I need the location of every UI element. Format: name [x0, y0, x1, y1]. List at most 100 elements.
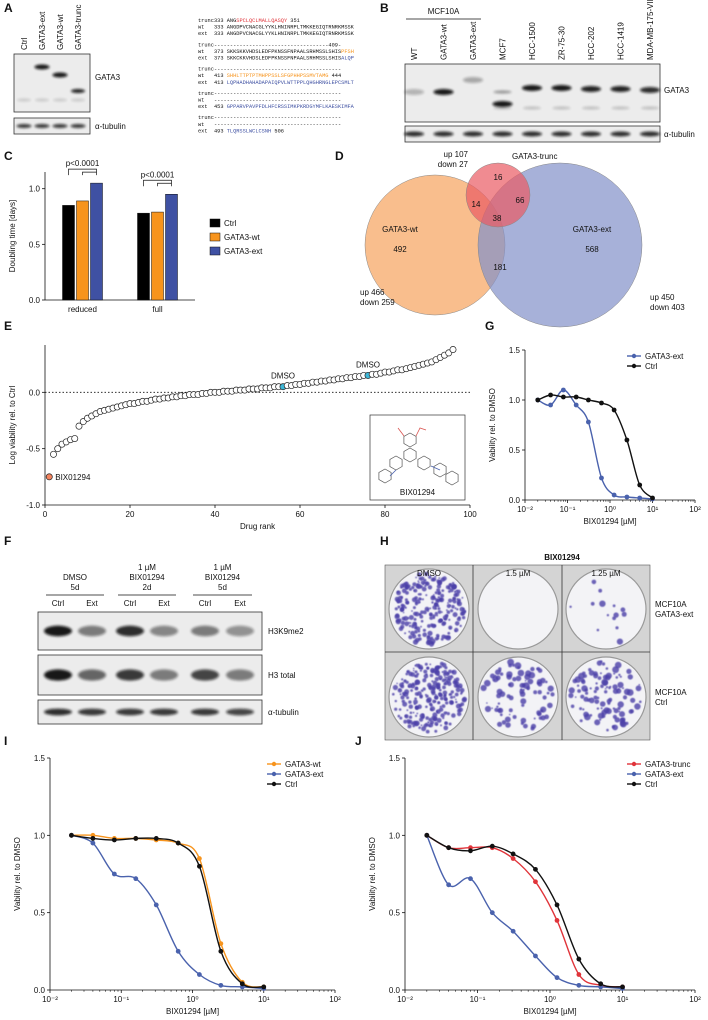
fit-curve	[537, 394, 654, 499]
colony	[454, 681, 460, 686]
colony	[447, 631, 451, 635]
colony	[455, 589, 458, 592]
colony	[412, 724, 416, 728]
blot-band	[44, 669, 72, 681]
colony	[601, 662, 606, 666]
colony	[415, 626, 417, 629]
group-label: 1 µM	[138, 563, 156, 572]
colony	[420, 580, 425, 585]
blot-band	[493, 106, 512, 110]
colony	[398, 626, 404, 631]
colony	[398, 708, 402, 711]
colony	[619, 675, 622, 678]
lane-label: GATA3-wt	[56, 14, 65, 50]
colony	[405, 587, 408, 590]
well	[565, 568, 647, 650]
y-tick-label: 1.5	[509, 346, 521, 355]
lane-label: Ext	[86, 599, 98, 608]
colony	[412, 582, 417, 587]
colony	[596, 707, 600, 710]
colony	[411, 624, 415, 629]
colony	[533, 690, 538, 695]
colony	[405, 680, 409, 684]
blot-band	[611, 106, 630, 110]
colony	[574, 696, 577, 698]
colony	[404, 632, 407, 635]
legend-swatch	[209, 218, 221, 228]
colony	[412, 711, 415, 714]
colony	[408, 624, 412, 628]
row-label: MCF10A	[655, 688, 687, 697]
data-point	[90, 840, 96, 846]
legend-label: GATA3-trunc	[645, 760, 691, 769]
colony	[626, 689, 634, 696]
colony	[404, 714, 409, 719]
colony	[414, 720, 420, 726]
row-label: GATA3-ext	[655, 610, 694, 619]
colony	[401, 678, 404, 681]
colony	[609, 685, 612, 688]
sequence-segment: 413	[214, 73, 227, 79]
colony	[526, 686, 531, 690]
colony	[454, 692, 459, 697]
colony	[413, 617, 417, 621]
blot-band	[78, 708, 106, 716]
legend-marker	[271, 781, 277, 787]
colony	[504, 716, 511, 723]
drug-label: BIX01294	[544, 553, 580, 562]
lane-label: Ctrl	[52, 599, 65, 608]
data-point	[175, 840, 181, 846]
colony	[431, 691, 436, 696]
data-point	[153, 902, 159, 908]
colony	[580, 694, 585, 699]
colony	[440, 593, 445, 598]
colony	[405, 591, 409, 595]
data-point	[554, 902, 560, 908]
colony	[443, 672, 447, 676]
colony	[608, 697, 613, 702]
data-point	[599, 400, 604, 406]
colony	[408, 700, 412, 704]
colony	[498, 669, 502, 673]
colony	[454, 627, 459, 633]
colony	[456, 608, 459, 611]
lane-label: GATA3-ext	[38, 11, 47, 50]
lane-label: WT	[410, 47, 419, 60]
colony	[606, 614, 610, 617]
x-tick-label: 10⁻¹	[113, 995, 129, 1004]
colony	[411, 610, 413, 612]
colony	[522, 688, 525, 692]
annotation: p<0.0001	[141, 170, 175, 179]
data-point	[111, 837, 117, 843]
colony	[446, 712, 450, 716]
colony	[434, 591, 438, 595]
colony	[613, 672, 616, 675]
blot-band	[116, 669, 144, 681]
colony	[439, 619, 443, 623]
colony	[427, 721, 430, 724]
colony	[434, 677, 439, 682]
y-tick-label: 0.5	[34, 909, 46, 918]
colony	[417, 572, 422, 577]
blot-band	[191, 708, 219, 716]
blot-band	[581, 131, 601, 137]
colony	[536, 667, 539, 670]
sequence-row: 373 SKKCKKVHDSLEDFPKNSSFNPAALSRHMSSLSHIS…	[214, 56, 354, 62]
colony	[622, 695, 628, 700]
colony	[580, 678, 585, 683]
panel-letter: G	[485, 319, 494, 333]
colony	[397, 605, 401, 609]
structure-ring	[378, 468, 392, 484]
legend-marker	[631, 353, 637, 359]
colony	[397, 618, 402, 623]
colony	[400, 684, 405, 689]
blot-band	[610, 131, 631, 137]
colony	[442, 685, 446, 690]
lane-label: GATA3-ext	[469, 21, 478, 60]
lane-label: HCC-1419	[617, 22, 626, 60]
colony	[437, 591, 442, 596]
colony	[415, 663, 418, 666]
colony	[484, 679, 491, 687]
colony	[507, 658, 514, 666]
colony	[410, 630, 416, 636]
